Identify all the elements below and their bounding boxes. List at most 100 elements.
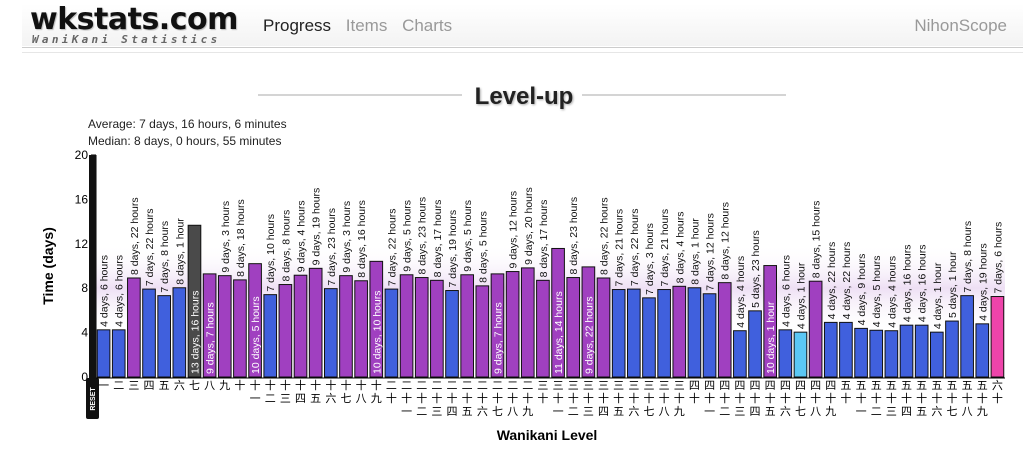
- bar-value-label: 8 days, 18 hours: [235, 199, 247, 277]
- bar-level-1[interactable]: [96, 329, 111, 378]
- x-tick-label: 二: [113, 380, 124, 392]
- x-tick-label: 二: [522, 380, 533, 392]
- header-divider: [22, 47, 1023, 48]
- bar-level-5[interactable]: [157, 295, 172, 378]
- bar-level-14[interactable]: [293, 274, 308, 378]
- bar-level-12[interactable]: [263, 294, 278, 378]
- x-tick-label: 十: [447, 391, 458, 405]
- reset-button[interactable]: [86, 378, 99, 419]
- bar-level-26[interactable]: [475, 285, 490, 378]
- x-tick-label: 六: [174, 379, 185, 392]
- bar-level-44[interactable]: [748, 310, 762, 378]
- bar-level-38[interactable]: [657, 289, 671, 378]
- bar-level-50[interactable]: [839, 321, 853, 378]
- bar-level-8[interactable]: [202, 273, 217, 378]
- bar-level-4[interactable]: [142, 288, 156, 378]
- bar-value-label: 7 days, 6 hours: [992, 222, 1004, 294]
- bar-level-13[interactable]: [278, 284, 293, 378]
- bar-level-9[interactable]: [217, 275, 232, 378]
- bar-value-label: 4 days, 9 hours: [856, 254, 868, 326]
- bar-level-10[interactable]: [233, 279, 247, 378]
- bar-level-53[interactable]: [884, 330, 899, 378]
- bar-level-55[interactable]: [914, 324, 929, 378]
- bar-level-59[interactable]: [975, 323, 990, 378]
- bar-level-21[interactable]: [399, 274, 414, 378]
- bar-level-41[interactable]: [702, 293, 717, 378]
- bar-level-43[interactable]: [733, 330, 747, 378]
- bar-level-37[interactable]: [642, 297, 656, 378]
- bar-level-11[interactable]: [248, 263, 262, 378]
- bar-level-49[interactable]: [823, 321, 838, 378]
- bar-level-46[interactable]: [778, 329, 793, 378]
- x-tick-label: 十: [856, 391, 867, 405]
- bar-level-40[interactable]: [687, 287, 702, 378]
- bar-level-17[interactable]: [339, 275, 353, 378]
- x-tick-label: 三: [659, 380, 670, 392]
- x-tick-label: 一: [704, 406, 715, 418]
- bar-value-label: 7 days, 12 hours: [705, 213, 717, 291]
- bar-level-29[interactable]: [520, 267, 535, 378]
- bar-value-label: 4 days, 6 hours: [99, 255, 111, 327]
- bar-value-label: 4 days, 22 hours: [826, 242, 838, 320]
- bar-level-58[interactable]: [960, 295, 974, 378]
- x-tick-label: 十: [901, 391, 912, 405]
- bar-level-2[interactable]: [111, 329, 126, 378]
- bar-level-56[interactable]: [930, 331, 944, 378]
- x-tick-label: 二: [447, 380, 458, 392]
- bar-level-54[interactable]: [899, 324, 914, 378]
- bar-level-7[interactable]: [187, 224, 202, 378]
- bar-level-45[interactable]: [763, 265, 777, 378]
- bar-level-31[interactable]: [551, 247, 565, 378]
- bar-level-30[interactable]: [536, 279, 550, 378]
- bar-level-20[interactable]: [384, 288, 399, 378]
- x-tick-label: 六: [628, 405, 639, 418]
- bar-level-15[interactable]: [308, 267, 323, 378]
- x-tick-label: 十: [340, 378, 351, 392]
- bar-level-19[interactable]: [369, 260, 384, 378]
- bar-level-25[interactable]: [460, 274, 475, 378]
- x-tick-label: 四: [810, 380, 821, 392]
- bar-level-48[interactable]: [808, 280, 823, 378]
- bar-level-6[interactable]: [172, 287, 187, 378]
- nav-charts[interactable]: Charts: [402, 16, 453, 35]
- bar-level-60[interactable]: [990, 296, 1005, 378]
- y-tick-label: 8: [81, 281, 88, 295]
- bar-level-33[interactable]: [581, 266, 596, 378]
- bar-level-23[interactable]: [430, 279, 444, 378]
- bar-level-35[interactable]: [611, 289, 626, 378]
- bar-level-32[interactable]: [566, 277, 581, 378]
- bar-level-51[interactable]: [854, 327, 868, 378]
- bar-level-18[interactable]: [354, 280, 368, 378]
- x-tick-label: 四: [901, 406, 912, 418]
- x-tick-label: 七: [946, 405, 957, 418]
- bar-level-47[interactable]: [793, 331, 808, 378]
- bar-level-28[interactable]: [505, 271, 520, 378]
- x-tick-label: 十: [962, 391, 973, 405]
- bar-level-16[interactable]: [324, 288, 338, 378]
- bar-value-label: 7 days, 23 hours: [326, 208, 338, 286]
- y-axis-label: Time (days): [40, 227, 56, 305]
- reset-slider-track[interactable]: [89, 155, 96, 380]
- nav-items[interactable]: Items: [345, 16, 388, 35]
- bar-level-22[interactable]: [414, 277, 429, 378]
- bar-level-57[interactable]: [945, 320, 959, 378]
- bar-level-52[interactable]: [869, 329, 884, 378]
- site-logo[interactable]: wkstats.com: [30, 2, 238, 37]
- bar-level-42[interactable]: [717, 282, 732, 378]
- x-tick-label: 九: [371, 392, 382, 405]
- y-tick-label: 20: [75, 148, 89, 162]
- nav-nihonscope[interactable]: NihonScope: [914, 16, 1007, 35]
- bar-level-34[interactable]: [596, 277, 611, 378]
- nav-progress[interactable]: Progress: [263, 16, 332, 35]
- bar-level-3[interactable]: [127, 277, 141, 378]
- x-tick-label: 三: [734, 406, 745, 418]
- bar-level-36[interactable]: [627, 288, 641, 378]
- x-tick-label: 十: [734, 391, 745, 405]
- x-tick-label: 二: [462, 380, 473, 392]
- bar-level-24[interactable]: [445, 290, 459, 378]
- bar-value-label: 4 days, 16 hours: [917, 245, 929, 323]
- bar-level-27[interactable]: [490, 273, 505, 378]
- bar-value-label: 8 days, 5 hours: [477, 211, 489, 283]
- bar-level-39[interactable]: [672, 285, 687, 378]
- bar-value-label: 7 days, 22 hours: [144, 208, 156, 286]
